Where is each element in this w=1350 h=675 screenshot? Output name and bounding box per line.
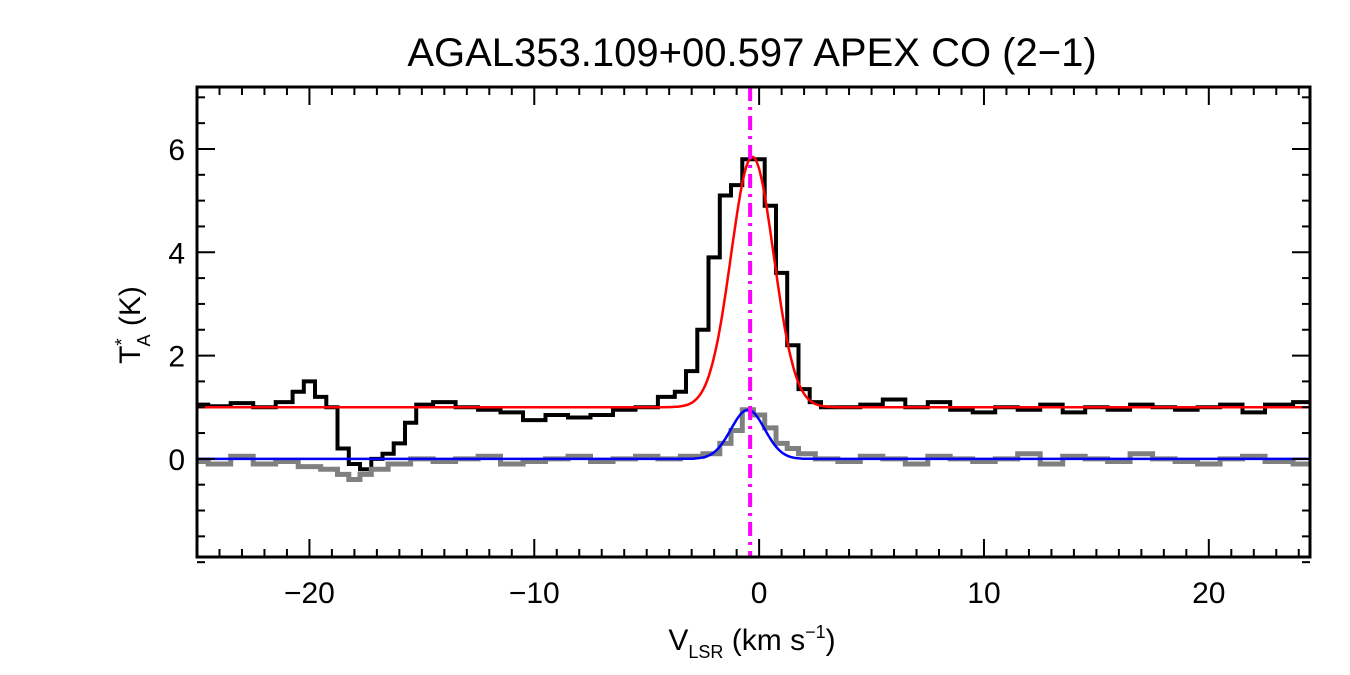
ticks-layer <box>196 87 1310 564</box>
y-tick-labels: 0 2 4 6 <box>168 134 185 477</box>
series-3-line <box>197 408 1310 461</box>
x-tick-label: 10 <box>967 577 1000 610</box>
y-tick-label: 4 <box>168 237 185 270</box>
plot-frame <box>195 85 1312 559</box>
x-axis-label-sub: LSR <box>688 642 723 662</box>
x-tick-label: −10 <box>509 577 560 610</box>
x-tick-label: 20 <box>1192 577 1225 610</box>
chart-title: AGAL353.109+00.597 APEX CO (2−1) <box>407 31 1096 75</box>
x-axis-label-main: V <box>668 624 688 657</box>
y-axis-label-main: T <box>114 346 147 364</box>
y-axis-label-rest: (K) <box>114 286 147 334</box>
plot-area <box>195 85 1312 564</box>
x-axis-label: VLSR (km s−1) <box>668 622 835 662</box>
y-axis-label: T* A (K) <box>112 286 154 364</box>
y-axis-label-sup: * <box>112 339 132 346</box>
series-layer <box>197 155 1310 482</box>
x-axis-label-sup: −1 <box>805 622 826 642</box>
y-axis-label-sub: A <box>134 334 154 346</box>
y-tick-label: 6 <box>168 134 185 167</box>
series-1-line <box>197 155 1310 409</box>
x-axis-label-rest: (km s <box>723 624 805 657</box>
x-tick-labels: −20 −10 0 10 20 <box>284 577 1226 610</box>
series-0-line <box>197 157 1310 472</box>
x-axis-label-end: ) <box>826 624 836 657</box>
y-tick-label: 0 <box>168 444 185 477</box>
x-tick-label: −20 <box>284 577 335 610</box>
x-tick-label: 0 <box>751 577 768 610</box>
y-tick-label: 2 <box>168 341 185 374</box>
